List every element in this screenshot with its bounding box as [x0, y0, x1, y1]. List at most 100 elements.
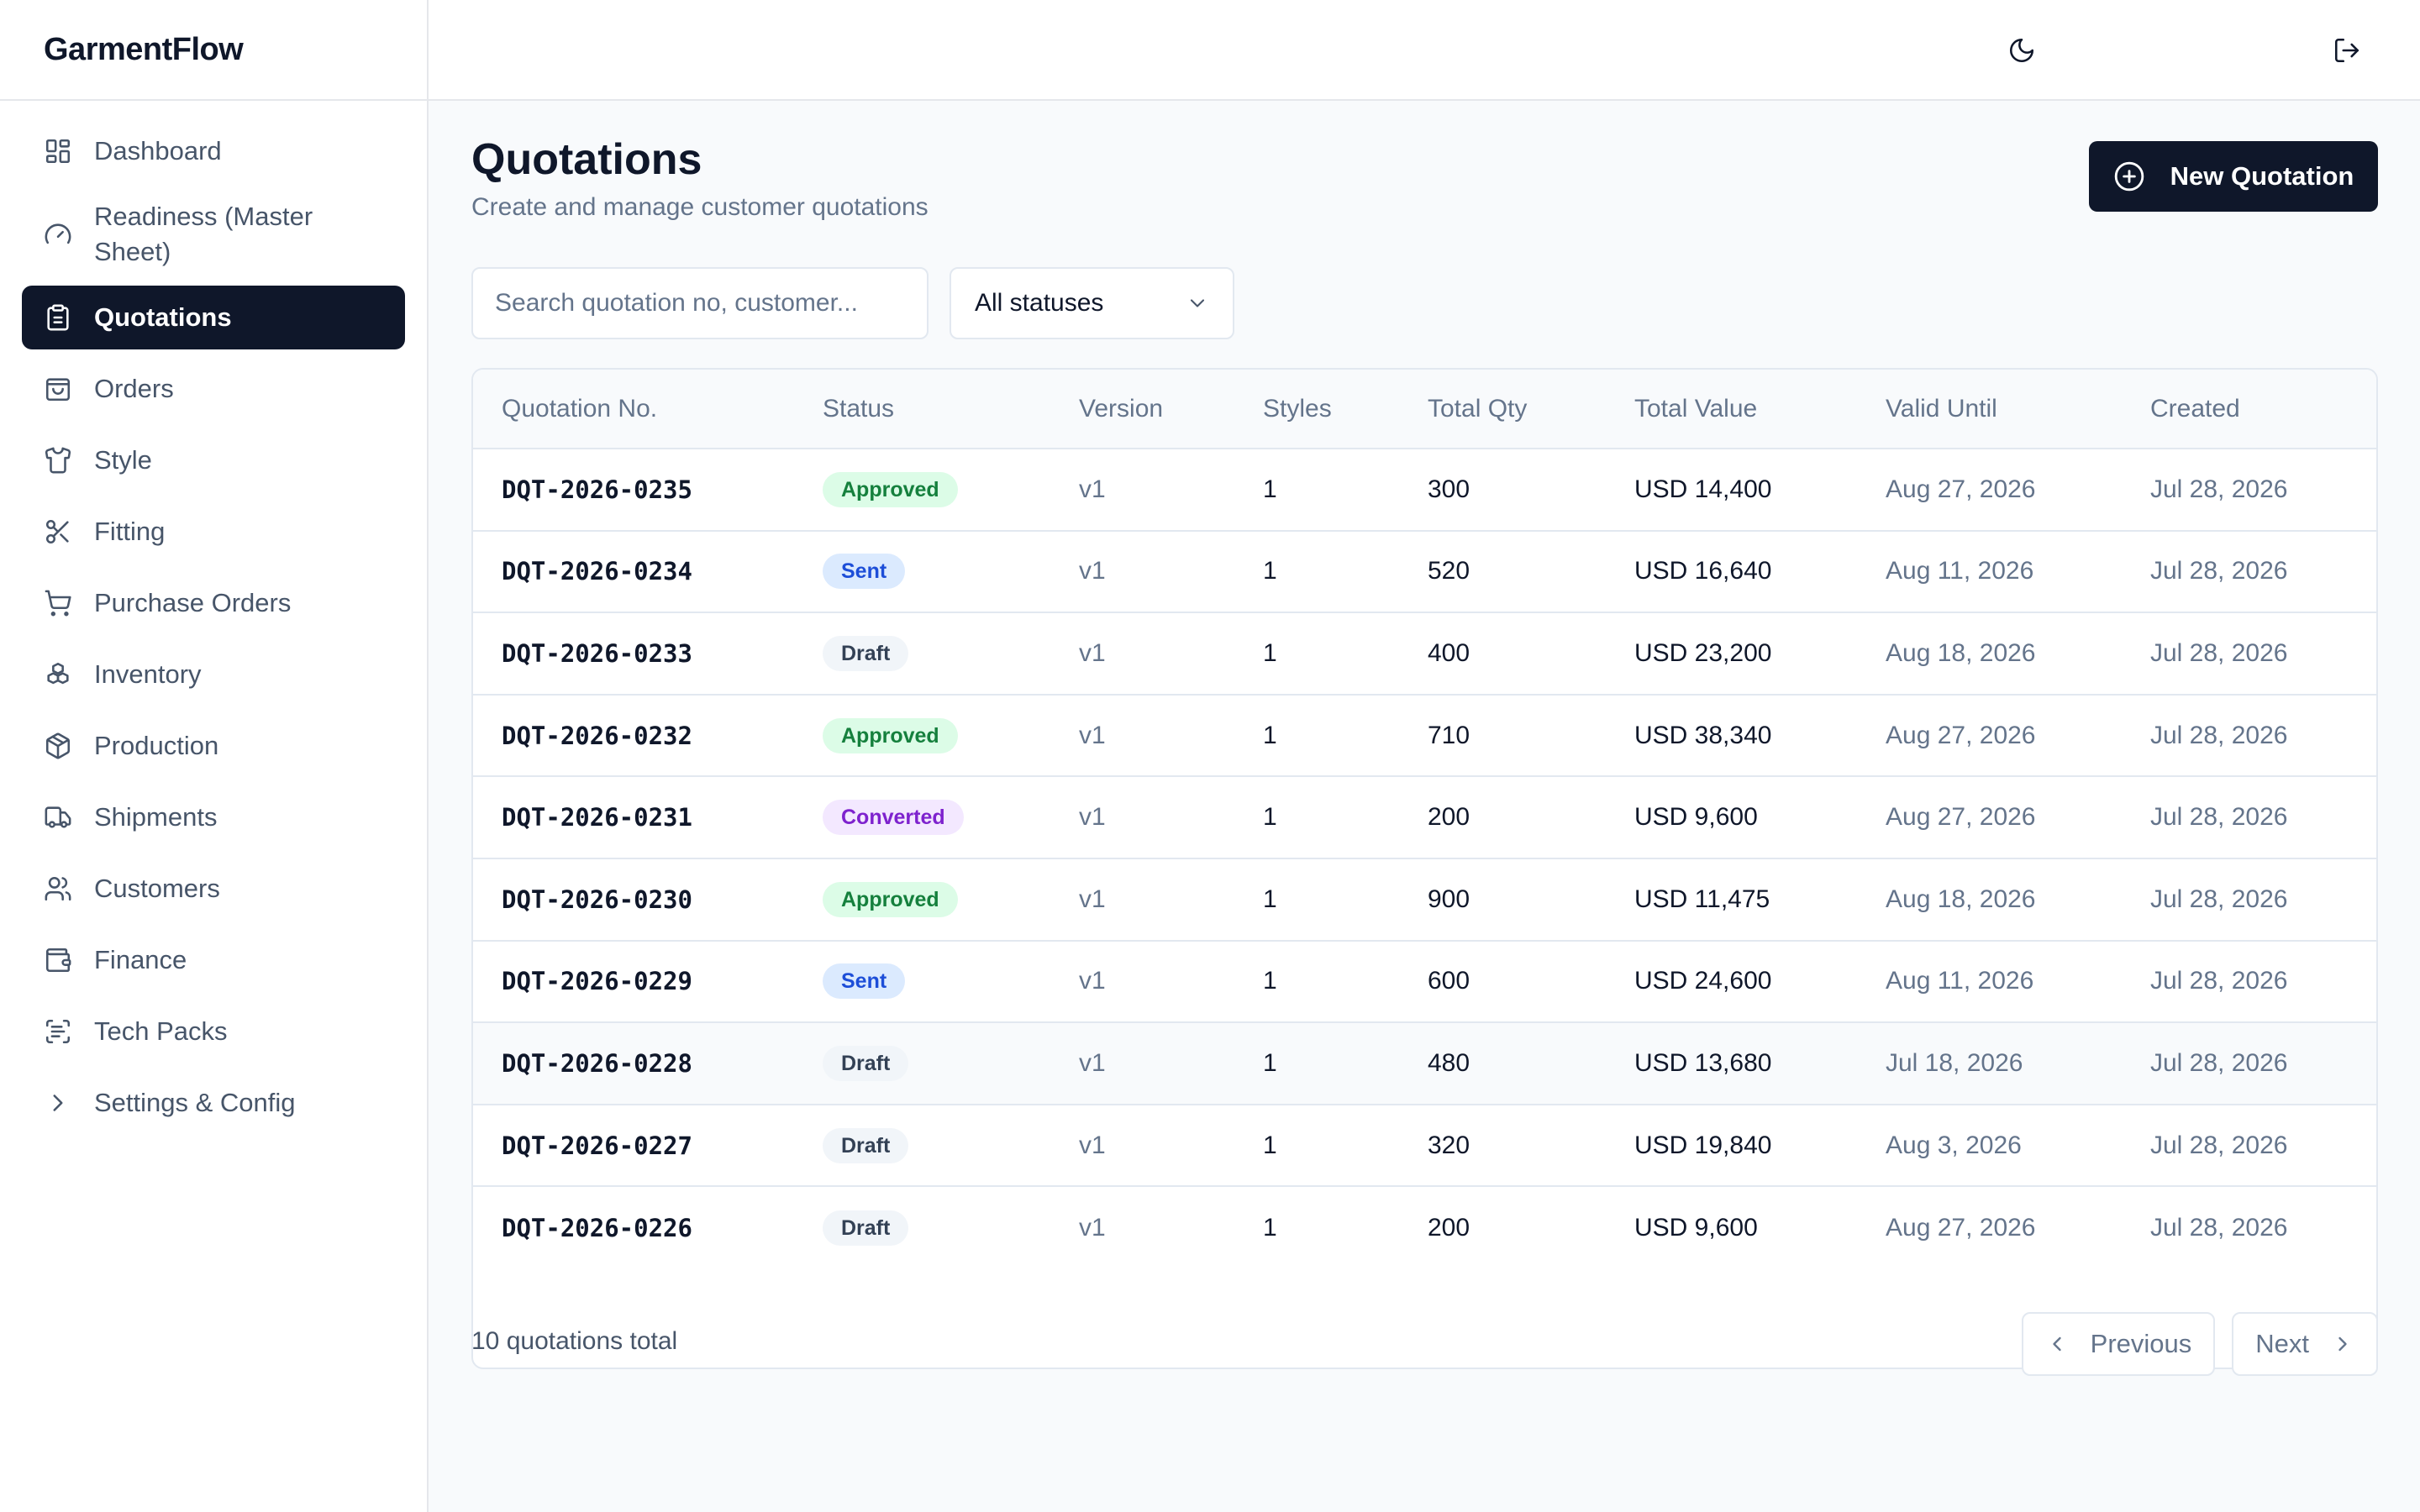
styles-cell: 1 [1263, 1131, 1277, 1159]
total-qty-cell: 480 [1428, 1048, 1470, 1077]
sidebar-item-production[interactable]: Production [22, 714, 405, 778]
sidebar-item-customers[interactable]: Customers [22, 857, 405, 921]
quotation-no-cell: DQT-2026-0228 [502, 1048, 692, 1078]
moon-icon [2009, 38, 2034, 63]
previous-page-button[interactable]: Previous [2021, 1312, 2216, 1376]
sidebar-item-readiness[interactable]: Readiness (Master Sheet) [22, 191, 405, 278]
table-row[interactable]: DQT-2026-0230 Approved v1 1 900 USD 11,4… [473, 858, 2376, 941]
status-badge: Converted [823, 800, 964, 836]
package-icon [45, 732, 71, 759]
styles-cell: 1 [1263, 638, 1277, 667]
total-value-cell: USD 9,600 [1634, 1213, 1758, 1242]
styles-cell: 1 [1263, 557, 1277, 585]
quotation-no-cell: DQT-2026-0234 [502, 557, 692, 586]
created-cell: Jul 28, 2026 [2150, 1213, 2288, 1242]
sidebar-item-inventory[interactable]: Inventory [22, 643, 405, 706]
table-row[interactable]: DQT-2026-0226 Draft v1 1 200 USD 9,600 A… [473, 1186, 2376, 1268]
bag-icon [45, 378, 71, 402]
sidebar-item-orders[interactable]: Orders [22, 357, 405, 421]
created-cell: Jul 28, 2026 [2150, 1131, 2288, 1159]
version-cell: v1 [1079, 1213, 1106, 1242]
previous-label: Previous [2090, 1329, 2192, 1358]
plus-circle-icon [2114, 161, 2144, 192]
sidebar-item-quotations[interactable]: Quotations [22, 286, 405, 349]
styles-cell: 1 [1263, 967, 1277, 995]
quotation-no-cell: DQT-2026-0235 [502, 475, 692, 504]
version-cell: v1 [1079, 721, 1106, 749]
status-badge: Approved [823, 881, 958, 917]
table-row[interactable]: DQT-2026-0231 Converted v1 1 200 USD 9,6… [473, 776, 2376, 858]
quotation-no-cell: DQT-2026-0231 [502, 803, 692, 832]
quotation-no-cell: DQT-2026-0226 [502, 1213, 692, 1242]
quotations-table: Quotation No. Status Version Styles Tota… [473, 370, 2376, 1268]
logout-button[interactable] [2327, 30, 2367, 71]
status-badge: Draft [823, 1210, 909, 1246]
status-filter-select[interactable]: All statuses [950, 267, 1234, 339]
valid-until-cell: Aug 3, 2026 [1886, 1131, 2022, 1159]
table-row[interactable]: DQT-2026-0232 Approved v1 1 710 USD 38,3… [473, 695, 2376, 777]
chevron-right-icon [2338, 1336, 2347, 1352]
brand-logo[interactable]: GarmentFlow [0, 0, 427, 101]
quotation-no-cell: DQT-2026-0230 [502, 885, 692, 914]
shirt-icon [45, 447, 71, 474]
column-header-valid-until[interactable]: Valid Until [1857, 370, 2122, 449]
sidebar-item-tech-packs[interactable]: Tech Packs [22, 1000, 405, 1063]
status-badge: Approved [823, 471, 958, 507]
sidebar-item-purchase-orders[interactable]: Purchase Orders [22, 571, 405, 635]
new-quotation-button[interactable]: New Quotation [2089, 141, 2378, 212]
table-row[interactable]: DQT-2026-0233 Draft v1 1 400 USD 23,200 … [473, 612, 2376, 695]
created-cell: Jul 28, 2026 [2150, 1048, 2288, 1077]
status-badge: Sent [823, 554, 906, 590]
table-row[interactable]: DQT-2026-0235 Approved v1 1 300 USD 14,4… [473, 449, 2376, 531]
theme-toggle-button[interactable] [2002, 30, 2042, 71]
column-header-status[interactable]: Status [794, 370, 1050, 449]
table-row[interactable]: DQT-2026-0234 Sent v1 1 520 USD 16,640 A… [473, 531, 2376, 613]
status-badge: Draft [823, 635, 909, 671]
sidebar-item-label: Finance [94, 945, 187, 974]
column-header-total-value[interactable]: Total Value [1606, 370, 1857, 449]
created-cell: Jul 28, 2026 [2150, 721, 2288, 749]
sidebar-nav: Dashboard Readiness (Master Sheet) Quota… [0, 101, 427, 1161]
total-qty-cell: 520 [1428, 557, 1470, 585]
sidebar-item-finance[interactable]: Finance [22, 928, 405, 992]
scissors-icon [45, 519, 69, 544]
truck-icon [45, 806, 71, 828]
page-title: Quotations [471, 135, 702, 184]
total-qty-cell: 400 [1428, 638, 1470, 667]
sidebar-item-style[interactable]: Style [22, 428, 405, 492]
sidebar-item-fitting[interactable]: Fitting [22, 500, 405, 564]
styles-cell: 1 [1263, 803, 1277, 832]
total-qty-cell: 300 [1428, 475, 1470, 503]
sidebar-item-shipments[interactable]: Shipments [22, 785, 405, 849]
column-header-version[interactable]: Version [1050, 370, 1234, 449]
total-value-cell: USD 9,600 [1634, 803, 1758, 832]
column-header-total-qty[interactable]: Total Qty [1399, 370, 1606, 449]
total-value-cell: USD 13,680 [1634, 1048, 1772, 1077]
table-row[interactable]: DQT-2026-0229 Sent v1 1 600 USD 24,600 A… [473, 941, 2376, 1023]
total-qty-cell: 200 [1428, 1213, 1470, 1242]
created-cell: Jul 28, 2026 [2150, 557, 2288, 585]
column-header-created[interactable]: Created [2122, 370, 2376, 449]
version-cell: v1 [1079, 803, 1106, 832]
total-qty-cell: 900 [1428, 885, 1470, 913]
column-header-quotation-no[interactable]: Quotation No. [473, 370, 794, 449]
sidebar-item-dashboard[interactable]: Dashboard [22, 119, 405, 183]
gauge-icon [45, 223, 71, 244]
column-header-styles[interactable]: Styles [1234, 370, 1399, 449]
chevron-down-icon [1190, 299, 1205, 307]
sidebar-item-label: Settings & Config [94, 1088, 296, 1117]
sidebar-item-settings[interactable]: Settings & Config [22, 1071, 405, 1135]
quotations-total-count: 10 quotations total [471, 1327, 678, 1355]
table-row[interactable]: DQT-2026-0228 Draft v1 1 480 USD 13,680 … [473, 1022, 2376, 1105]
scan-text-icon [45, 1019, 71, 1044]
table-row[interactable]: DQT-2026-0227 Draft v1 1 320 USD 19,840 … [473, 1105, 2376, 1187]
valid-until-cell: Aug 27, 2026 [1886, 475, 2036, 503]
next-page-button[interactable]: Next [2232, 1312, 2378, 1376]
total-qty-cell: 710 [1428, 721, 1470, 749]
sidebar-item-label: Fitting [94, 517, 166, 546]
new-quotation-label: New Quotation [2170, 161, 2354, 191]
search-input[interactable] [471, 267, 929, 339]
total-value-cell: USD 24,600 [1634, 967, 1772, 995]
styles-cell: 1 [1263, 1213, 1277, 1242]
sidebar-item-label: Style [94, 445, 152, 475]
